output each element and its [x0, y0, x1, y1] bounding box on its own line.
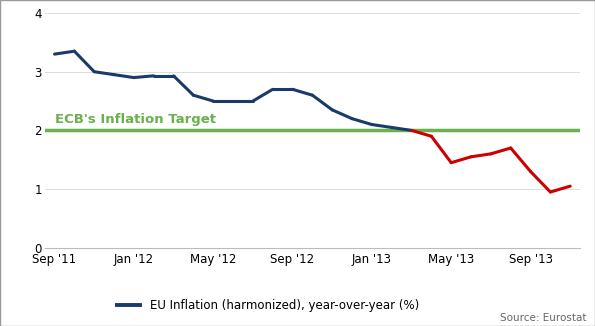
- Text: ECB's Inflation Target: ECB's Inflation Target: [55, 113, 215, 126]
- Legend: EU Inflation (harmonized), year-over-year (%): EU Inflation (harmonized), year-over-yea…: [112, 294, 424, 317]
- Text: Source: Eurostat: Source: Eurostat: [500, 313, 586, 323]
